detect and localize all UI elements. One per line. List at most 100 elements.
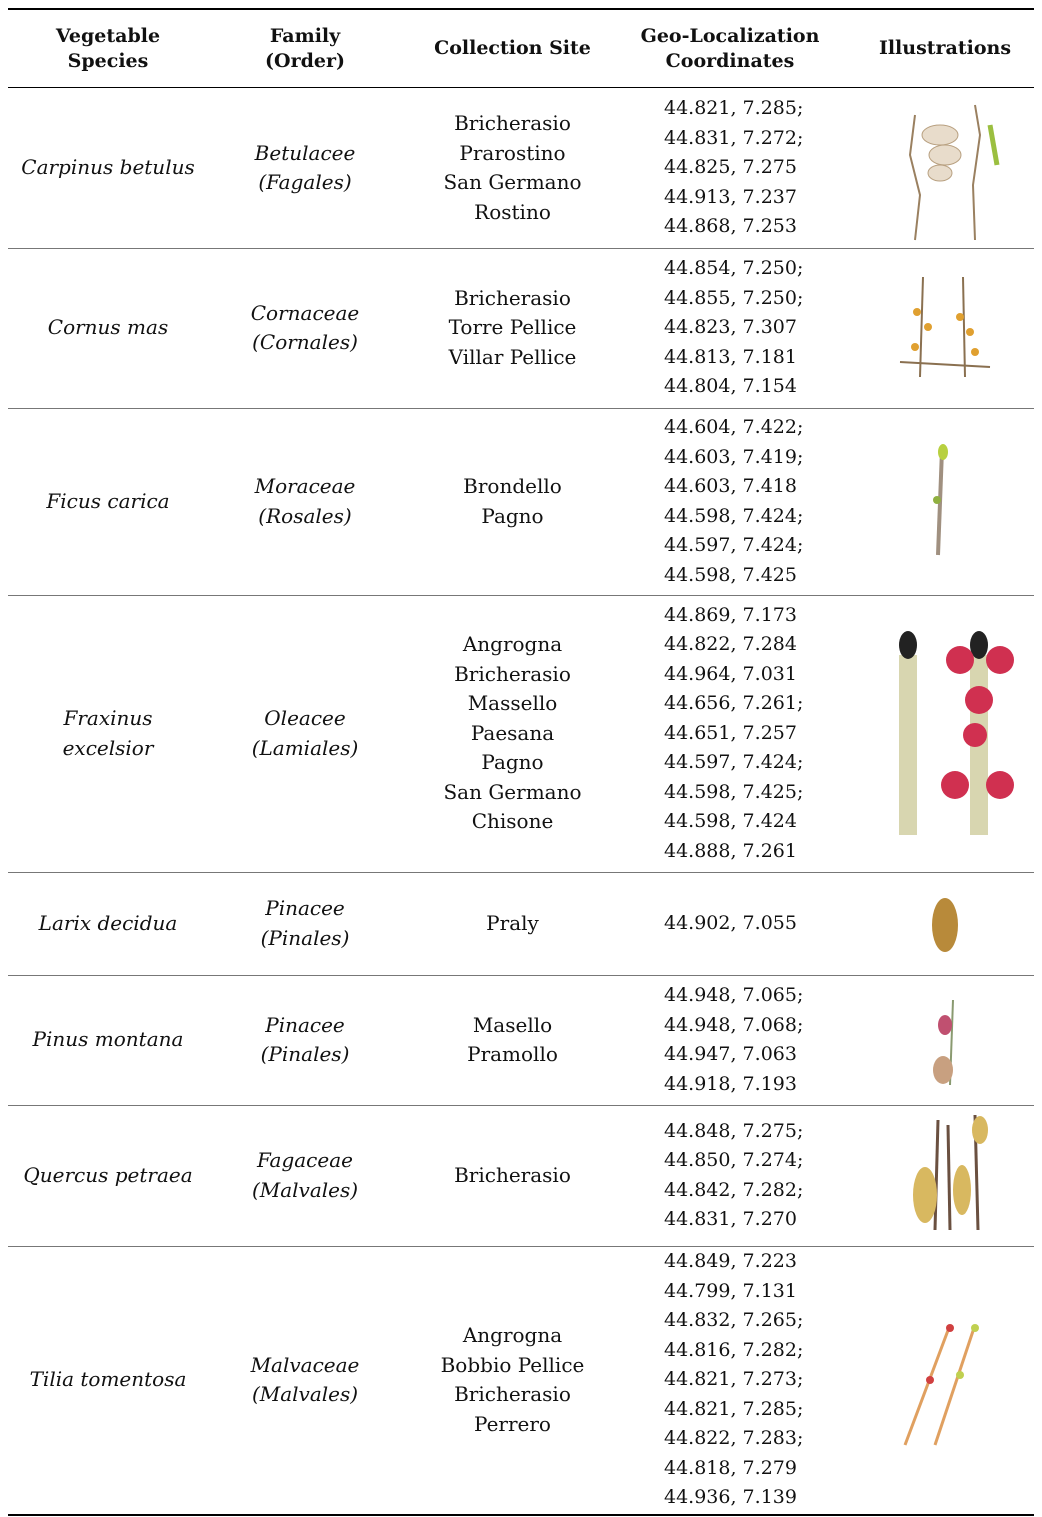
sites-text: Pramollo bbox=[467, 1042, 558, 1066]
family-cell: Pinacee (Pinales) bbox=[205, 872, 405, 975]
coordinates-cell: 44.821, 7.285; 44.831, 7.272; 44.825, 7.27… bbox=[664, 88, 834, 248]
coordinates-text: 44.804, 7.154 bbox=[664, 375, 797, 398]
species-text: Pinus montana bbox=[32, 1027, 184, 1052]
family-text: (Pinales) bbox=[260, 925, 350, 950]
row-rule bbox=[8, 248, 1034, 249]
coordinates-text: 44.936, 7.139 bbox=[664, 1486, 797, 1509]
bottom-rule bbox=[8, 1514, 1034, 1516]
family-text: Malvaceae bbox=[250, 1352, 360, 1377]
coordinates-text: 44.832, 7.265; bbox=[664, 1309, 804, 1332]
header-text: Species bbox=[67, 49, 149, 72]
header-text: Collection Site bbox=[434, 37, 591, 59]
species-text: Quercus petraea bbox=[23, 1162, 193, 1187]
header-text: Geo-Localization bbox=[640, 24, 820, 47]
sites-cell: Bricherasio bbox=[410, 1105, 615, 1246]
coordinates-text: 44.818, 7.279 bbox=[664, 1456, 797, 1479]
coordinates-text: 44.964, 7.031 bbox=[664, 662, 797, 685]
coordinates-text: 44.822, 7.283; bbox=[664, 1427, 804, 1450]
coordinates-text: 44.948, 7.065; bbox=[664, 984, 804, 1006]
species-cell: Larix decidua bbox=[8, 872, 208, 975]
coordinates-text: 44.947, 7.063 bbox=[664, 1043, 797, 1065]
species-cell: Ficus carica bbox=[8, 408, 208, 595]
family-text: (Fagales) bbox=[258, 170, 352, 194]
coordinates-text: 44.848, 7.275; bbox=[664, 1119, 804, 1142]
species-text: excelsior bbox=[62, 735, 154, 760]
coordinates-cell: 44.849, 7.223 44.799, 7.131 44.832, 7.265;… bbox=[664, 1246, 834, 1514]
coordinates-text: 44.598, 7.425; bbox=[664, 780, 804, 803]
family-text: Cornaceae bbox=[250, 300, 360, 325]
sites-cell: Angrogna Bobbio Pellice Bricherasio Perrero bbox=[410, 1246, 615, 1514]
sites-text: Rostino bbox=[474, 199, 551, 224]
sites-text: Paesana bbox=[470, 720, 555, 745]
species-cell: Pinus montana bbox=[8, 975, 208, 1105]
header-text: (Order) bbox=[265, 49, 345, 72]
header-cell: Family (Order) bbox=[205, 10, 405, 87]
family-text: (Rosales) bbox=[258, 503, 352, 528]
coordinates-text: 44.598, 7.425 bbox=[664, 563, 797, 586]
header-text: Coordinates bbox=[665, 49, 795, 72]
species-cell: Tilia tomentosa bbox=[8, 1246, 208, 1514]
coordinates-text: 44.888, 7.261 bbox=[664, 839, 797, 862]
family-text: Pinacee bbox=[265, 896, 345, 920]
family-cell: Moraceae (Rosales) bbox=[205, 408, 405, 595]
coordinates-text: 44.849, 7.223 bbox=[664, 1250, 797, 1273]
coordinates-text: 44.598, 7.424; bbox=[664, 504, 804, 527]
coordinates-text: 44.854, 7.250; bbox=[664, 257, 804, 280]
coordinates-text: 44.842, 7.282; bbox=[664, 1178, 804, 1201]
coordinates-text: 44.913, 7.237 bbox=[664, 185, 797, 208]
coordinates-text: 44.831, 7.270 bbox=[664, 1208, 797, 1230]
coordinates-text: 44.825, 7.275 bbox=[664, 156, 797, 179]
family-text: Moraceae bbox=[254, 474, 356, 498]
sites-text: Pagno bbox=[481, 750, 544, 775]
row-rule bbox=[8, 1105, 1034, 1106]
coordinates-text: 44.821, 7.273; bbox=[664, 1368, 804, 1391]
coordinates-text: 44.831, 7.272; bbox=[664, 126, 804, 149]
sites-text: Massello bbox=[467, 691, 558, 716]
coordinates-text: 44.850, 7.274; bbox=[664, 1149, 804, 1171]
coordinates-text: 44.816, 7.282; bbox=[664, 1338, 804, 1361]
sites-text: Bricherasio bbox=[454, 1162, 571, 1187]
family-text: (Lamiales) bbox=[251, 735, 359, 760]
sites-text: Pagno bbox=[481, 503, 544, 528]
row-rule bbox=[8, 975, 1034, 976]
coordinates-text: 44.603, 7.418 bbox=[664, 475, 797, 497]
coordinates-cell: 44.854, 7.250; 44.855, 7.250; 44.823, 7.30… bbox=[664, 248, 834, 408]
family-text: (Pinales) bbox=[260, 1042, 350, 1066]
coordinates-text: 44.799, 7.131 bbox=[664, 1279, 797, 1302]
header-cell: Illustrations bbox=[850, 10, 1040, 87]
coordinates-text: 44.813, 7.181 bbox=[664, 345, 797, 368]
sites-cell: Angrogna Bricherasio Massello Paesana Pagno S… bbox=[410, 595, 615, 872]
row-rule bbox=[8, 408, 1034, 409]
coordinates-text: 44.656, 7.261; bbox=[664, 692, 804, 715]
coordinates-text: 44.821, 7.285; bbox=[664, 1397, 804, 1420]
sites-text: Prarostino bbox=[459, 140, 566, 165]
species-cell: Carpinus betulus bbox=[8, 88, 208, 248]
sites-text: Bobbio Pellice bbox=[440, 1352, 585, 1377]
family-text: (Malvales) bbox=[251, 1382, 359, 1406]
coordinates-text: 44.604, 7.422; bbox=[664, 416, 804, 438]
top-rule bbox=[8, 8, 1034, 10]
coordinates-text: 44.902, 7.055 bbox=[664, 911, 797, 934]
header-rule bbox=[8, 87, 1034, 88]
coordinates-text: 44.822, 7.284 bbox=[664, 633, 797, 656]
header-cell: Geo-Localization Coordinates bbox=[620, 10, 840, 87]
species-cell: Cornus mas bbox=[8, 248, 208, 408]
coordinates-cell: 44.604, 7.422; 44.603, 7.419; 44.603, 7.41… bbox=[664, 408, 834, 595]
sites-text: Bricherasio bbox=[454, 1382, 571, 1406]
sites-text: San Germano bbox=[443, 170, 582, 194]
sites-text: Masello bbox=[472, 1012, 553, 1037]
sites-cell: Brondello Pagno bbox=[410, 408, 615, 595]
family-text: Betulacee bbox=[254, 140, 356, 165]
coordinates-text: 44.597, 7.424; bbox=[664, 751, 804, 774]
species-text: Carpinus betulus bbox=[21, 155, 195, 180]
family-cell: Pinacee (Pinales) bbox=[205, 975, 405, 1105]
species-text: Larix decidua bbox=[38, 910, 178, 935]
coordinates-text: 44.918, 7.193 bbox=[664, 1072, 797, 1095]
header-text: Vegetable bbox=[55, 24, 161, 47]
sites-text: Bricherasio bbox=[454, 111, 571, 135]
sites-text: San Germano bbox=[443, 779, 582, 804]
row-rule bbox=[8, 595, 1034, 596]
row-rule bbox=[8, 872, 1034, 873]
coordinates-text: 44.598, 7.424 bbox=[664, 810, 797, 833]
